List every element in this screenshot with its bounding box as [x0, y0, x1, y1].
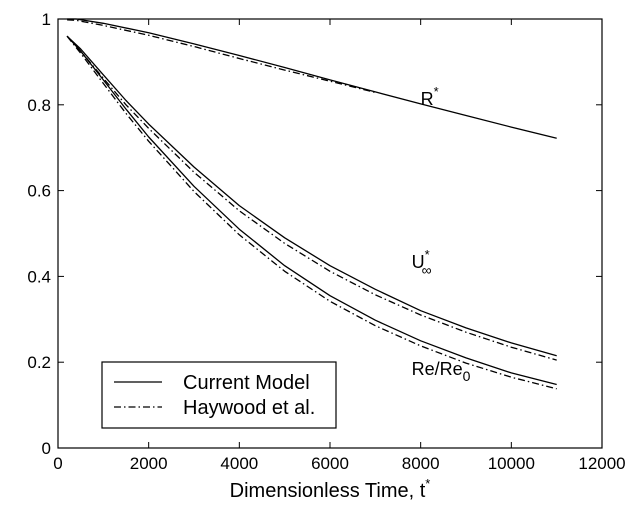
series-group — [66, 18, 557, 390]
y-tick-label: 0.4 — [27, 267, 51, 286]
legend-label-haywood: Haywood et al. — [183, 397, 315, 419]
x-tick-label: 10000 — [488, 454, 535, 473]
annotation-u: U* ∞ — [412, 247, 432, 278]
annotation-r: R* — [421, 84, 439, 109]
x-tick-label: 4000 — [220, 454, 258, 473]
legend-label-current: Current Model — [183, 372, 310, 394]
series-line-rere0-haywood — [66, 35, 557, 390]
annotation-sub: 0 — [463, 368, 471, 384]
x-tick-label: 2000 — [130, 454, 168, 473]
y-tick-label: 0.6 — [27, 182, 51, 201]
annotation-sup: * — [434, 84, 439, 99]
ticks: 0 2000 4000 6000 8000 10000 12000 0 0.2 0.4 0.6 0.8… — [27, 10, 625, 473]
y-tick-label: 0.2 — [27, 353, 51, 372]
y-tick-label: 1 — [42, 10, 51, 29]
legend-box — [101, 361, 337, 429]
y-tick-label: 0 — [42, 439, 51, 458]
annotation-base: Re/Re — [412, 359, 463, 379]
x-axis-label-sup: * — [425, 476, 430, 491]
y-tick-label: 0.8 — [27, 96, 51, 115]
annotation-base: U — [412, 252, 425, 272]
series-line-r-haywood — [67, 19, 376, 94]
x-tick-label: 6000 — [311, 454, 349, 473]
x-tick-label: 8000 — [402, 454, 440, 473]
x-tick-label: 0 — [53, 454, 62, 473]
annotation-re: Re/Re0 — [412, 359, 471, 384]
annotation-base: R — [421, 89, 434, 109]
annotations: R*U* ∞Re/Re0 — [412, 84, 471, 384]
x-tick-label: 12000 — [578, 454, 625, 473]
legend: Current Model Haywood et al. — [101, 361, 337, 429]
annotation-sub: ∞ — [422, 262, 432, 278]
series-line-rere0-current — [66, 35, 557, 386]
annotation-sup: * — [425, 247, 430, 262]
series-line-u-current — [66, 35, 557, 357]
series-line-u-haywood — [66, 35, 557, 361]
x-axis-label: Dimensionless Time, t* — [230, 476, 431, 502]
series-line-r-current — [67, 18, 557, 139]
